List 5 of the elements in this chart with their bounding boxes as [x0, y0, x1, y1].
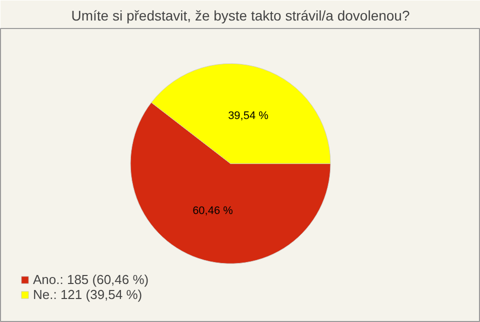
legend-label: Ano.: 185 (60,46 %) — [33, 272, 149, 287]
data-label: 60,46 % — [192, 205, 234, 218]
chart-title: Umíte si představit, že byste takto strávil/a dovolenou? — [71, 8, 410, 24]
data-label: 39,54 % — [228, 110, 269, 122]
legend-label: Ne.: 121 (39,54 %) — [33, 287, 142, 302]
